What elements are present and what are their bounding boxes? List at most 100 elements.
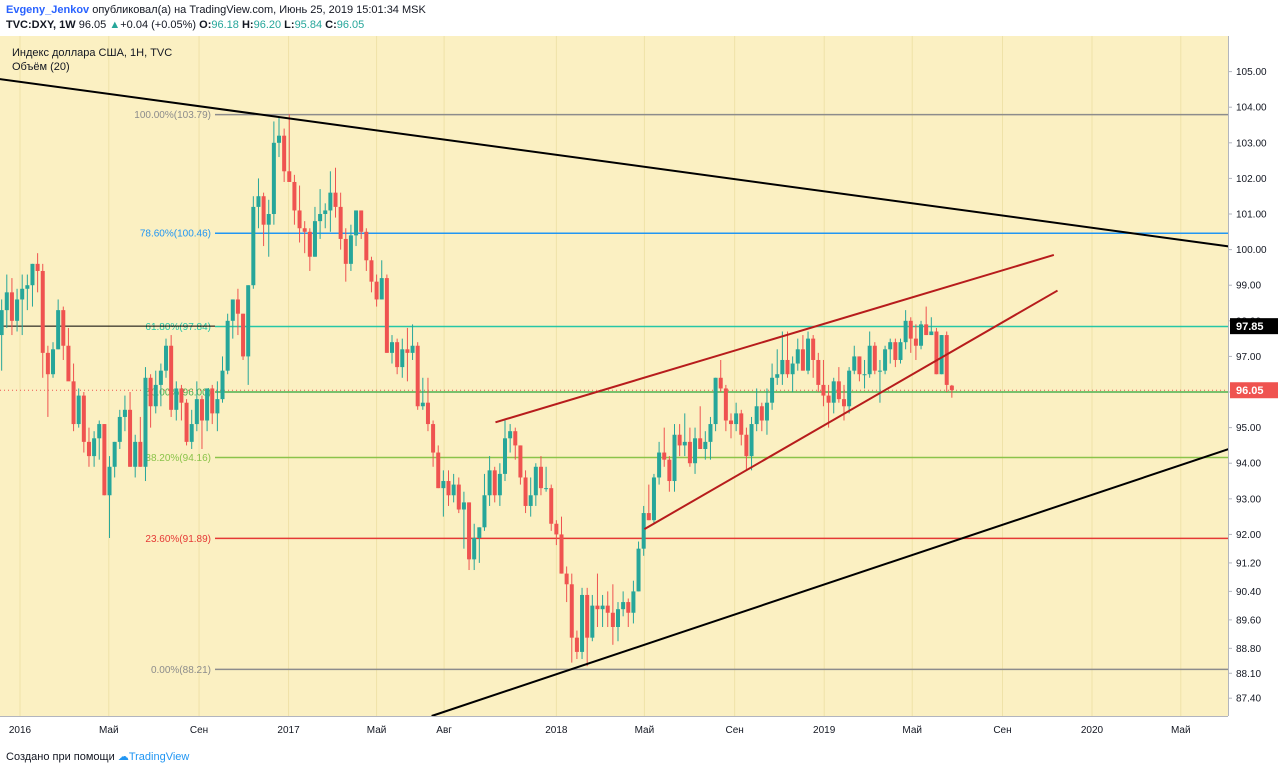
candle-body	[549, 488, 554, 524]
tradingview-brand[interactable]: TradingView	[128, 751, 190, 763]
candle-body	[230, 299, 235, 321]
candle-body	[734, 413, 739, 425]
candle-body	[919, 324, 924, 346]
trendlines[interactable]	[0, 78, 1240, 717]
candle-body	[713, 377, 718, 425]
open-value: 96.18	[211, 19, 239, 31]
candle-body	[179, 388, 184, 403]
candle-body	[477, 527, 482, 538]
candle-body	[795, 349, 800, 364]
candle-body	[307, 231, 312, 257]
candle-body	[492, 470, 497, 496]
candle-body	[523, 477, 528, 506]
price-axis-tick: 97.00	[1236, 352, 1261, 363]
candle-body	[40, 270, 45, 353]
high-label: H:	[241, 19, 254, 31]
candle-body	[826, 395, 831, 403]
last-price-tag-label: 96.05	[1236, 385, 1264, 397]
candle-body	[76, 395, 81, 425]
candle-body	[66, 345, 71, 382]
candle-body	[117, 416, 122, 442]
candle-body	[867, 345, 872, 375]
candle-body	[292, 181, 297, 211]
fib-level-label: 61.80%(97.84)	[145, 322, 211, 333]
time-axis-tick: Май	[635, 725, 655, 736]
candle-body	[92, 438, 97, 457]
candle-body	[9, 292, 14, 321]
candle-body	[944, 335, 949, 385]
time-axis-tick: 2018	[545, 725, 568, 736]
candle-body	[364, 231, 369, 261]
time-axis-background[interactable]	[0, 716, 1228, 740]
candle-body	[728, 420, 733, 425]
candle-body	[646, 513, 651, 521]
close-label: C:	[325, 19, 337, 31]
candle-body	[138, 441, 143, 467]
candle-body	[323, 210, 328, 215]
time-axis-tick: 2016	[9, 725, 32, 736]
price-axis-tick: 90.40	[1236, 587, 1261, 598]
author-link[interactable]: Evgeny_Jenkov	[6, 4, 90, 16]
candle-body	[153, 384, 158, 407]
candle-body	[0, 310, 4, 336]
last-price: 96.05	[78, 19, 107, 31]
candle-body	[554, 523, 559, 535]
candle-body	[20, 288, 25, 300]
trendline-upper-resistance	[0, 78, 1240, 249]
candle-body	[718, 377, 723, 389]
candle-body	[467, 502, 472, 560]
plot-background[interactable]	[0, 36, 1228, 716]
candle-body	[693, 438, 698, 464]
candle-body	[924, 324, 929, 336]
candle-body	[184, 402, 189, 442]
candle-body	[903, 320, 908, 343]
low-label: L:	[284, 19, 295, 31]
fib-level-label: 100.00%(103.79)	[134, 110, 211, 121]
candle-body	[862, 374, 867, 376]
candle-body	[97, 424, 102, 439]
fibonacci-retracement[interactable]: 100.00%(103.79) 78.60%(100.46) 61.80%(97.8…	[0, 110, 1228, 676]
candle-body	[51, 349, 56, 375]
candle-body	[164, 345, 169, 371]
candle-body	[888, 342, 893, 350]
candle-body	[251, 206, 256, 286]
candle-body	[538, 466, 543, 489]
candle-body	[513, 431, 518, 446]
price-axis-tick: 93.00	[1236, 494, 1261, 505]
candle-body	[45, 352, 50, 375]
price-axis-tick: 102.00	[1236, 174, 1267, 185]
candle-body	[600, 605, 605, 610]
ohlc-row: TVC:DXY, 1W 96.05 ▲+0.04 (+0.05%) O:96.1…	[6, 19, 364, 31]
candle-body	[25, 285, 30, 289]
legend-volume[interactable]: Объём (20)	[12, 61, 70, 73]
candle-body	[199, 399, 204, 421]
time-axis-tick: Сен	[993, 725, 1011, 736]
candle-body	[682, 441, 687, 446]
candle-body	[425, 402, 430, 425]
price-axis-tick: 87.40	[1236, 694, 1261, 705]
time-axis-tick: Сен	[190, 725, 208, 736]
candle-body	[354, 210, 359, 236]
candle-body	[241, 313, 246, 357]
candle-body	[636, 548, 641, 592]
price-axis-tick: 104.00	[1236, 103, 1267, 114]
candle-body	[343, 238, 348, 264]
legend-title[interactable]: Индекс доллара США, 1Н, TVC	[12, 47, 172, 59]
candle-body	[754, 406, 759, 425]
time-axis-tick: 2019	[813, 725, 836, 736]
close-value: 96.05	[336, 19, 365, 31]
price-axis-tick: 101.00	[1236, 210, 1267, 221]
time-axis-tick: 2017	[277, 725, 300, 736]
candle-body	[949, 385, 954, 391]
candle-body	[215, 399, 220, 414]
price-chart[interactable]: 100.00%(103.79) 78.60%(100.46) 61.80%(97.8…	[0, 36, 1280, 740]
candle-body	[708, 424, 713, 442]
candle-body	[641, 513, 646, 549]
candle-body	[749, 424, 754, 457]
candle-body	[246, 285, 251, 357]
candle-body	[569, 584, 574, 638]
candle-body	[395, 342, 400, 368]
candle-body	[497, 473, 502, 496]
candle-body	[877, 370, 882, 372]
time-axis-ticks: 2016 Май Сен 2017 Май Авг 2018 Май Сен 2019 Май Сен…	[9, 725, 1191, 736]
